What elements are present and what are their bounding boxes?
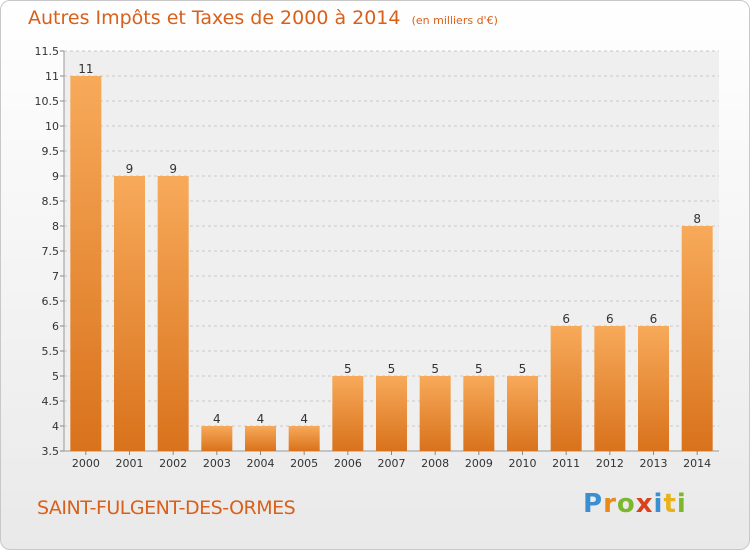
x-tick-label-2006: 2006 xyxy=(334,457,362,470)
x-tick-label-2005: 2005 xyxy=(290,457,318,470)
bar-2003 xyxy=(201,426,233,451)
bar-2001 xyxy=(114,176,145,451)
data-label-2006: 5 xyxy=(344,362,352,376)
y-tick-label: 4.5 xyxy=(42,395,60,408)
y-tick-label: 9.5 xyxy=(42,145,60,158)
x-tick-label-2012: 2012 xyxy=(596,457,624,470)
logo-letter: i xyxy=(676,489,687,519)
x-tick-label-2011: 2011 xyxy=(552,457,580,470)
x-tick-label-2009: 2009 xyxy=(465,457,493,470)
bar-2009 xyxy=(463,376,495,451)
data-label-2009: 5 xyxy=(475,362,483,376)
y-tick-label: 3.5 xyxy=(42,445,60,458)
x-tick-label-2007: 2007 xyxy=(378,457,406,470)
data-label-2000: 11 xyxy=(78,62,93,76)
bar-2008 xyxy=(419,376,451,451)
x-tick-label-2008: 2008 xyxy=(421,457,449,470)
data-label-2003: 4 xyxy=(213,412,221,426)
bar-2012 xyxy=(594,326,626,451)
y-tick-label: 6 xyxy=(52,320,59,333)
y-tick-label: 4 xyxy=(52,420,59,433)
y-tick-label: 7.5 xyxy=(42,245,60,258)
chart-title: Autres Impôts et Taxes de 2000 à 2014 xyxy=(28,7,401,29)
x-tick-label-2004: 2004 xyxy=(247,457,275,470)
chart-title-row: Autres Impôts et Taxes de 2000 à 2014 (e… xyxy=(28,7,498,29)
data-label-2011: 6 xyxy=(562,312,570,326)
bar-2006 xyxy=(332,376,364,451)
chart-unit-note: (en milliers d'€) xyxy=(411,14,498,27)
data-label-2013: 6 xyxy=(650,312,658,326)
data-label-2014: 8 xyxy=(693,212,701,226)
bar-2013 xyxy=(638,326,669,451)
bar-2010 xyxy=(507,376,538,451)
logo-letter: i xyxy=(653,489,664,519)
logo-letter: P xyxy=(583,489,604,519)
data-label-2007: 5 xyxy=(388,362,396,376)
y-tick-label: 11.5 xyxy=(35,45,60,58)
logo-letter: t xyxy=(663,489,677,519)
logo-letter: r xyxy=(603,489,617,519)
y-tick-label: 8 xyxy=(52,220,59,233)
data-label-2012: 6 xyxy=(606,312,614,326)
y-tick-label: 5.5 xyxy=(42,345,60,358)
bar-2011 xyxy=(550,326,582,451)
proxiti-logo: Proxiti xyxy=(583,489,687,519)
y-tick-label: 10 xyxy=(45,120,59,133)
bar-2014 xyxy=(681,226,713,451)
bar-2004 xyxy=(245,426,276,451)
y-tick-label: 6.5 xyxy=(42,295,60,308)
bar-2000 xyxy=(70,76,102,451)
bar-2002 xyxy=(157,176,189,451)
data-label-2001: 9 xyxy=(126,162,134,176)
y-tick-label: 11 xyxy=(45,70,59,83)
y-tick-label: 8.5 xyxy=(42,195,60,208)
x-tick-label-2014: 2014 xyxy=(683,457,711,470)
x-tick-label-2013: 2013 xyxy=(640,457,668,470)
y-tick-label: 10.5 xyxy=(35,95,60,108)
x-tick-label-2010: 2010 xyxy=(509,457,537,470)
logo-letter: o xyxy=(616,489,636,519)
y-tick-label: 7 xyxy=(52,270,59,283)
data-label-2005: 4 xyxy=(300,412,308,426)
bar-2007 xyxy=(376,376,407,451)
commune-name: SAINT-FULGENT-DES-ORMES xyxy=(37,497,296,519)
bar-2005 xyxy=(288,426,320,451)
logo-letter: x xyxy=(635,489,654,519)
data-label-2002: 9 xyxy=(169,162,177,176)
x-tick-label-2002: 2002 xyxy=(159,457,187,470)
x-tick-label-2000: 2000 xyxy=(72,457,100,470)
y-tick-label: 5 xyxy=(52,370,59,383)
data-label-2004: 4 xyxy=(257,412,265,426)
x-tick-label-2001: 2001 xyxy=(116,457,144,470)
data-label-2010: 5 xyxy=(519,362,527,376)
x-tick-label-2003: 2003 xyxy=(203,457,231,470)
y-tick-label: 9 xyxy=(52,170,59,183)
data-label-2008: 5 xyxy=(431,362,439,376)
